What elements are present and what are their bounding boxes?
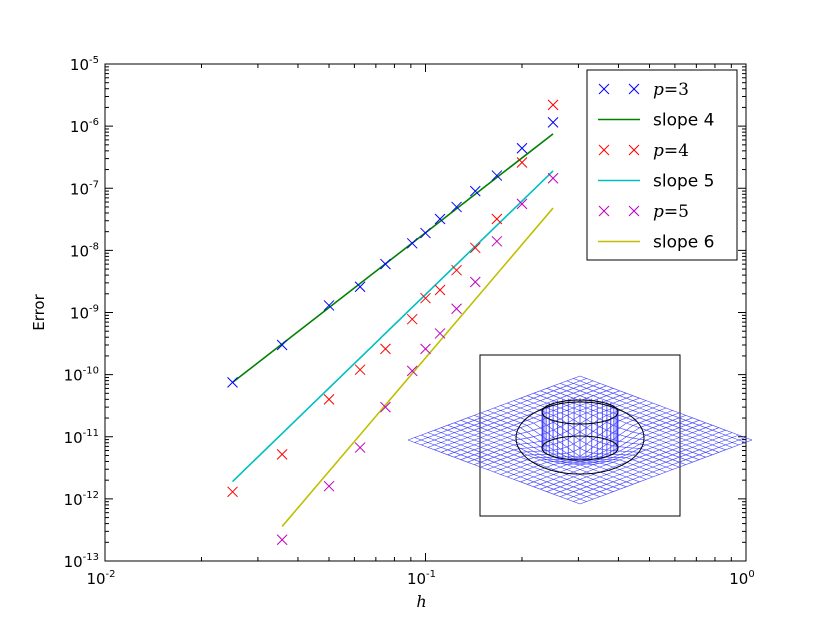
slope-line-slope-5 [231, 170, 554, 483]
inner-circle-outline [541, 399, 619, 425]
x-tick-label: 10-1 [407, 569, 436, 588]
y-tick-label: 10-12 [64, 490, 99, 509]
y-tick-label: 10-6 [70, 117, 99, 136]
legend-label: p=4 [653, 141, 689, 161]
data-point-p4 [516, 157, 528, 168]
data-point-p4 [406, 313, 418, 325]
data-point-p4 [227, 486, 238, 498]
data-point-p3 [354, 281, 366, 293]
slope-line-slope-6 [281, 207, 554, 527]
data-point-p4 [380, 343, 391, 355]
legend-entry: p=4 [598, 141, 689, 161]
data-point-p3 [434, 213, 446, 225]
legend-marker [598, 205, 610, 217]
inner-circle-outline [541, 435, 619, 461]
y-axis-ticks: 10-13 10-12 10-11 10-10 10-9 10-8 10-7 10-6 10-5 [64, 55, 746, 571]
x-axis-ticks: 10-2 10-1 100 [86, 64, 755, 588]
data-point-p5 [469, 276, 481, 288]
data-point-p4 [354, 364, 366, 376]
data-point-p5 [323, 480, 335, 492]
data-point-p4 [276, 449, 288, 460]
legend-marker [598, 83, 610, 95]
y-tick-label: 10-7 [70, 179, 99, 198]
data-point-p3 [276, 339, 288, 351]
y-tick-label: 10-10 [64, 366, 99, 385]
y-tick-label: 10-5 [70, 55, 99, 74]
legend-box [586, 69, 738, 261]
legend-entry: slope 4 [598, 111, 714, 131]
y-tick-label: 10-11 [64, 428, 99, 447]
data-point-p4 [469, 242, 481, 254]
data-point-p4 [434, 284, 446, 296]
y-tick-label: 10-8 [70, 241, 99, 260]
data-point-p3 [451, 201, 462, 213]
data-point-p5 [491, 235, 503, 247]
x-axis-label: h [416, 592, 426, 611]
data-point-p5 [516, 198, 528, 210]
data-point-p3 [406, 237, 418, 249]
legend-entry: slope 6 [598, 233, 714, 253]
legend-label: slope 4 [653, 111, 714, 131]
data-point-p3 [420, 227, 431, 239]
data-point-p5 [276, 534, 288, 546]
data-point-p4 [547, 99, 559, 111]
legend-marker [598, 144, 610, 156]
data-point-p5 [406, 365, 418, 377]
data-point-p3 [323, 300, 335, 311]
legend-label: p=3 [653, 80, 689, 100]
data-point-p5 [420, 343, 431, 355]
wireframe-mesh-icon [407, 375, 753, 505]
x-tick-label: 100 [729, 569, 754, 588]
data-point-p5 [434, 328, 446, 339]
legend: p=3 slope 4 p=4 slope 5 p=5 slope 6 [586, 69, 738, 261]
x-tick-label: 10-2 [86, 569, 115, 588]
legend-marker [628, 83, 640, 95]
data-point-p3 [547, 117, 559, 128]
y-tick-label: 10-9 [70, 304, 99, 323]
legend-entry: slope 5 [598, 172, 714, 192]
y-axis-label: Error [30, 293, 48, 330]
data-point-p5 [380, 401, 391, 413]
inset-mesh-figure [407, 354, 753, 517]
data-point-p5 [451, 303, 462, 315]
data-point-p4 [323, 393, 335, 405]
legend-label: slope 6 [653, 233, 714, 253]
data-point-p3 [227, 377, 238, 388]
data-point-p3 [380, 258, 391, 270]
data-point-p5 [547, 172, 559, 184]
data-point-p5 [354, 442, 366, 453]
legend-label: p=5 [653, 202, 689, 222]
legend-entry: p=3 [598, 80, 689, 100]
legend-marker [628, 144, 640, 156]
data-point-p3 [491, 170, 503, 181]
data-point-p4 [451, 264, 462, 276]
data-point-p4 [420, 292, 431, 304]
legend-entry: p=5 [598, 202, 689, 222]
data-point-p3 [469, 185, 481, 197]
legend-marker [628, 205, 640, 217]
data-markers [227, 99, 559, 546]
legend-label: slope 5 [653, 172, 714, 192]
data-point-p4 [491, 213, 503, 225]
y-tick-label: 10-13 [64, 552, 99, 571]
data-point-p3 [516, 142, 528, 154]
outer-circle-outline [515, 401, 645, 475]
